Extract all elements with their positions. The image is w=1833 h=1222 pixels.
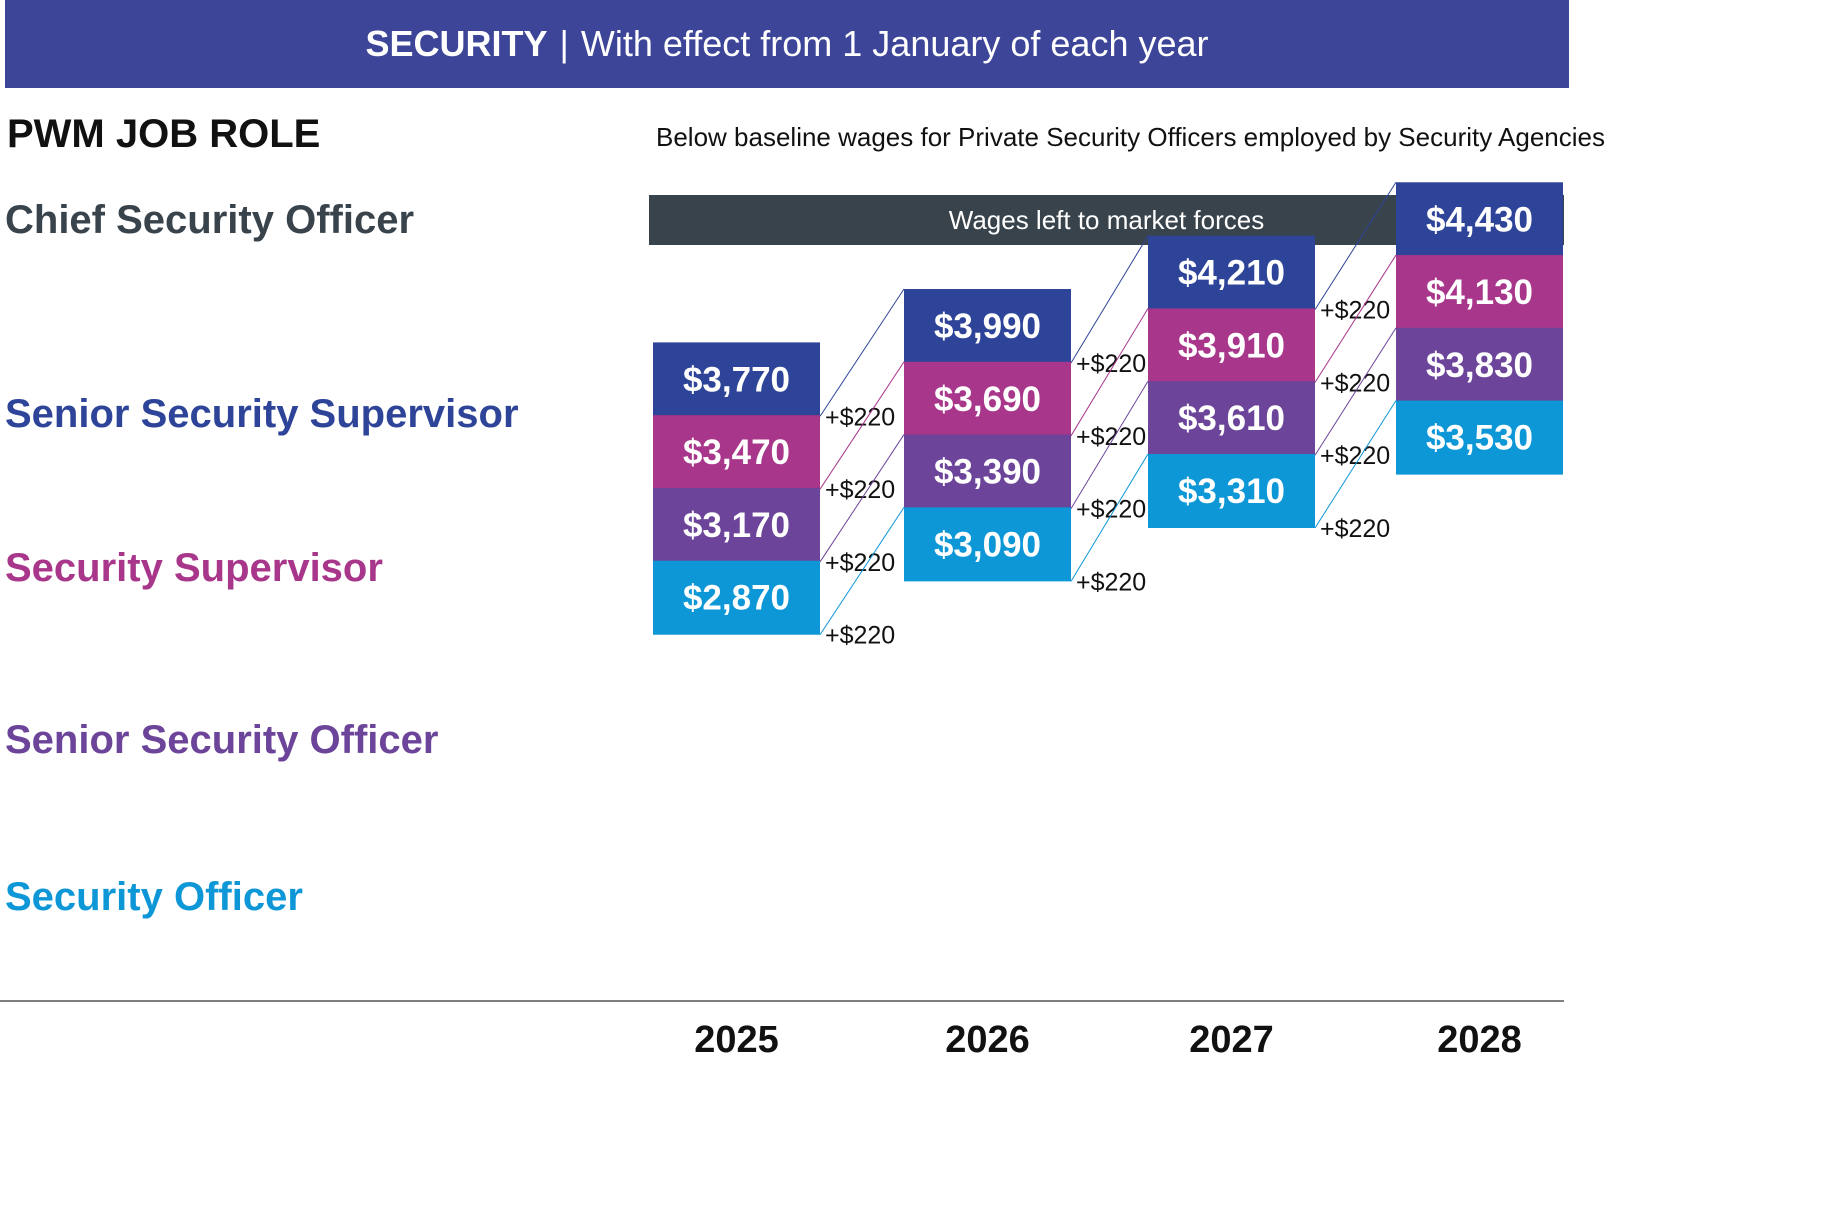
wage-value-officer-2026: $3,090: [934, 525, 1041, 564]
connector-line-supervisor-2027: [1314, 254, 1397, 383]
wage-value-officer-2028: $3,530: [1426, 419, 1533, 458]
increment-label-supervisor-2026: +$220: [1076, 423, 1146, 451]
increment-label-officer-2027: +$220: [1320, 515, 1390, 543]
wage-box-senior_officer-2026: [904, 434, 1071, 509]
increment-label-senior_supervisor-2027: +$220: [1320, 297, 1390, 325]
wage-box-supervisor-2027: [1148, 308, 1315, 383]
wage-box-senior_officer-2027: [1148, 381, 1315, 456]
increment-label-supervisor-2027: +$220: [1320, 369, 1390, 397]
wage-box-senior_supervisor-2025: [653, 342, 820, 417]
wage-box-officer-2025: [653, 560, 820, 635]
connector-line-senior_officer-2027: [1314, 327, 1397, 456]
chart-subtitle: Below baseline wages for Private Securit…: [656, 122, 1605, 152]
wage-box-supervisor-2025: [653, 415, 820, 490]
increment-label-senior_officer-2027: +$220: [1320, 442, 1390, 470]
x-tick-label-2025: 2025: [694, 1019, 779, 1061]
wage-value-senior_officer-2026: $3,390: [934, 453, 1041, 492]
role-label-chief: Chief Security Officer: [5, 198, 415, 242]
wage-value-officer-2027: $3,310: [1178, 472, 1285, 511]
increment-label-senior_officer-2026: +$220: [1076, 496, 1146, 524]
role-label-officer: Security Officer: [5, 875, 303, 919]
wage-value-senior_supervisor-2026: $3,990: [934, 307, 1041, 346]
increment-label-senior_supervisor-2026: +$220: [1076, 350, 1146, 378]
connector-line-senior_officer-2026: [1070, 380, 1149, 509]
wage-value-senior_supervisor-2027: $4,210: [1178, 254, 1285, 293]
role-label-senior-officer: Senior Security Officer: [5, 718, 439, 762]
increment-label-senior_supervisor-2025: +$220: [825, 403, 895, 431]
wage-box-senior_supervisor-2027: [1148, 235, 1315, 310]
connector-line-senior_officer-2025: [819, 434, 905, 563]
wage-value-supervisor-2027: $3,910: [1178, 326, 1285, 365]
connector-line-supervisor-2026: [1070, 308, 1149, 437]
wage-value-senior_officer-2025: $3,170: [683, 506, 790, 545]
role-label-senior-supervisor: Senior Security Supervisor: [5, 392, 519, 436]
wage-box-supervisor-2028: [1396, 255, 1563, 330]
market-forces-label: Wages left to market forces: [948, 204, 1265, 235]
connector-line-senior_supervisor-2026: [1070, 235, 1149, 364]
connector-line-officer-2027: [1314, 400, 1397, 529]
wage-box-senior_supervisor-2026: [904, 289, 1071, 364]
x-tick-label-2027: 2027: [1189, 1019, 1274, 1061]
banner-title-rest: With effect from 1 January of each year: [580, 23, 1209, 64]
connector-line-officer-2026: [1070, 453, 1149, 582]
role-label-supervisor: Security Supervisor: [5, 546, 383, 590]
connector-line-senior_supervisor-2025: [819, 288, 905, 417]
x-tick-label-2026: 2026: [945, 1019, 1030, 1061]
wage-box-supervisor-2026: [904, 361, 1071, 436]
connector-line-supervisor-2025: [819, 361, 905, 490]
wage-value-supervisor-2025: $3,470: [683, 433, 790, 472]
wage-box-officer-2026: [904, 507, 1071, 582]
wage-value-senior_officer-2028: $3,830: [1426, 346, 1533, 385]
wage-value-officer-2025: $2,870: [683, 579, 790, 618]
wage-box-officer-2028: [1396, 400, 1563, 475]
connector-line-officer-2025: [819, 507, 905, 636]
header-banner: SECURITY | With effect from 1 January of…: [5, 0, 1569, 88]
wage-value-senior_supervisor-2025: $3,770: [683, 360, 790, 399]
banner-title-bold: SECURITY: [365, 23, 548, 64]
wage-box-senior_supervisor-2028: [1396, 182, 1563, 257]
job-role-column-header: PWM JOB ROLE: [7, 112, 321, 156]
wage-box-senior_officer-2028: [1396, 327, 1563, 402]
increment-label-supervisor-2025: +$220: [825, 476, 895, 504]
banner-separator: |: [559, 23, 569, 64]
wage-value-senior_supervisor-2028: $4,430: [1426, 200, 1533, 239]
wage-box-senior_officer-2025: [653, 487, 820, 562]
wage-value-supervisor-2026: $3,690: [934, 380, 1041, 419]
increment-label-officer-2026: +$220: [1076, 568, 1146, 596]
wage-value-supervisor-2028: $4,130: [1426, 273, 1533, 312]
wage-value-senior_officer-2027: $3,610: [1178, 399, 1285, 438]
increment-label-senior_officer-2025: +$220: [825, 549, 895, 577]
increment-label-officer-2025: +$220: [825, 622, 895, 650]
wage-box-officer-2027: [1148, 453, 1315, 528]
connector-line-senior_supervisor-2027: [1314, 182, 1397, 310]
x-tick-label-2028: 2028: [1437, 1019, 1522, 1061]
